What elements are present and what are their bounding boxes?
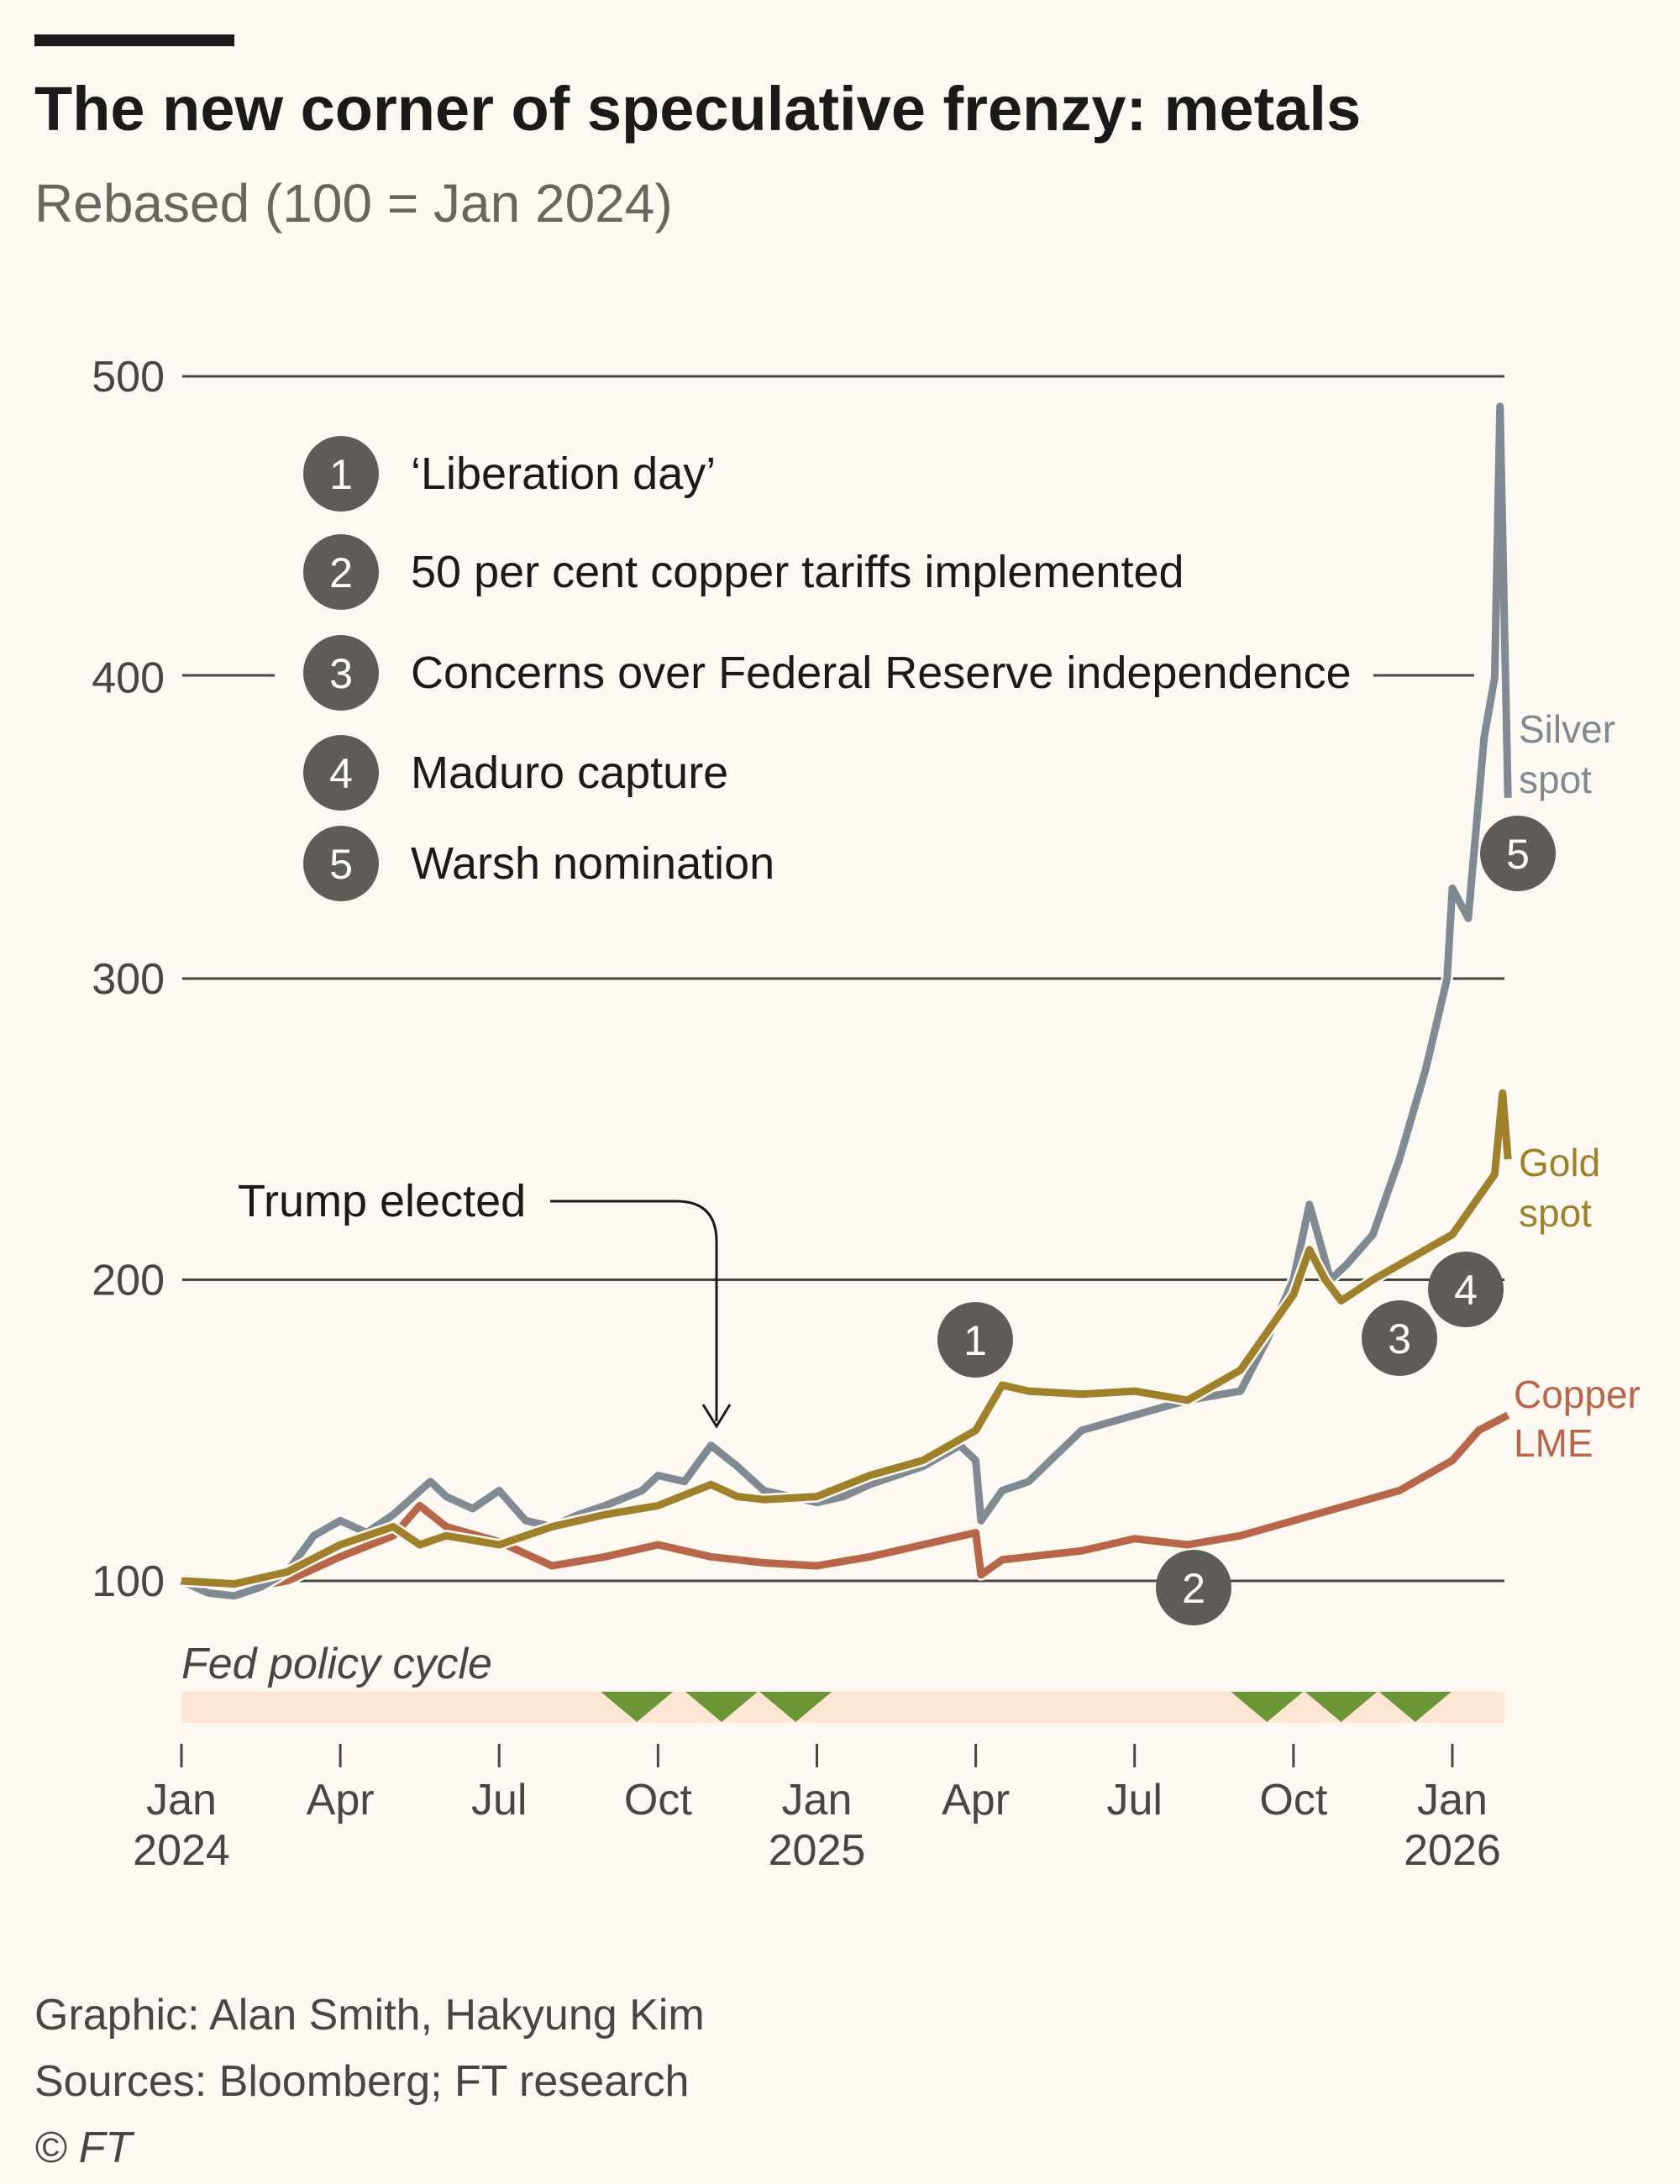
marker-circle <box>1156 1550 1231 1625</box>
fed-rate-cut-marker <box>1378 1692 1452 1722</box>
arrow-head-icon <box>701 1404 732 1429</box>
event-marker-3: 3 <box>1362 1300 1437 1376</box>
fed-rate-cut-marker <box>685 1692 759 1722</box>
series-line-gold-spot <box>181 1089 1512 1588</box>
marker-number: 5 <box>1506 831 1530 878</box>
legend-item-2: 2 50 per cent copper tariffs implemented <box>303 534 1184 610</box>
legend-item-3: 3 Concerns over Federal Reserve independe… <box>303 635 1352 711</box>
x-tick-year: 2025 <box>769 1826 866 1875</box>
title-bar-accent <box>34 34 234 46</box>
x-tick-year: 2024 <box>133 1826 230 1875</box>
y-tick-label: 500 <box>92 353 165 402</box>
annotation-legend: 1 ‘Liberation day’ 2 50 per cent copper ta… <box>303 436 1352 901</box>
x-tick-label: Jul <box>471 1776 527 1824</box>
y-tick-label: 200 <box>92 1257 165 1305</box>
x-tick-label: Apr <box>307 1776 375 1824</box>
y-axis-labels: 100 200 300 400 500 <box>92 353 165 1606</box>
fed-rate-cut-marker <box>1231 1692 1304 1722</box>
series-label-silver: Silver spot <box>1519 707 1615 801</box>
legend-text: Concerns over Federal Reserve independen… <box>411 648 1352 698</box>
series-line-copper-lme <box>181 1411 1510 1594</box>
fed-policy-label: Fed policy cycle <box>181 1640 492 1688</box>
marker-circle <box>303 436 379 512</box>
marker-circle <box>303 534 379 610</box>
event-marker-1: 1 <box>937 1302 1013 1378</box>
x-tick-label: Oct <box>624 1776 692 1824</box>
event-marker-2: 2 <box>1156 1550 1231 1625</box>
y-tick-label: 400 <box>92 654 165 703</box>
marker-number: 2 <box>1182 1565 1205 1612</box>
marker-circle <box>303 826 379 901</box>
legend-item-4: 4 Maduro capture <box>303 735 728 811</box>
series-label-copper: Copper LME <box>1514 1373 1641 1465</box>
legend-text: ‘Liberation day’ <box>411 449 716 499</box>
fed-policy-band <box>181 1692 1504 1723</box>
series-lines <box>179 400 1515 1602</box>
annotation-trump-elected: Trump elected <box>238 1176 526 1226</box>
marker-circle <box>937 1302 1013 1378</box>
x-tick-label: Apr <box>942 1776 1010 1824</box>
marker-number: 4 <box>329 750 353 797</box>
marker-circle <box>303 735 379 811</box>
marker-number: 5 <box>329 841 353 888</box>
marker-number: 1 <box>329 451 353 498</box>
x-tick-label: Jan <box>1417 1776 1488 1824</box>
chart-subtitle: Rebased (100 = Jan 2024) <box>34 173 673 234</box>
y-tick-label: 100 <box>92 1557 165 1606</box>
x-tick-label: Jan <box>782 1776 853 1824</box>
marker-circle <box>1480 816 1556 891</box>
marker-number: 3 <box>329 650 353 697</box>
footer-graphic-credit: Graphic: Alan Smith, Hakyung Kim <box>34 1991 705 2040</box>
marker-number: 4 <box>1454 1267 1478 1314</box>
series-label-gold: Gold spot <box>1519 1141 1600 1235</box>
legend-item-1: 1 ‘Liberation day’ <box>303 436 716 512</box>
marker-number: 2 <box>329 549 353 596</box>
y-tick-label: 300 <box>92 955 165 1004</box>
marker-circle <box>1428 1252 1504 1327</box>
chart-title: The new corner of speculative frenzy: me… <box>34 74 1361 144</box>
fed-rate-cut-marker <box>759 1692 832 1722</box>
chart-event-markers: 1 2 3 4 5 <box>937 816 1556 1625</box>
x-tick-label: Jul <box>1106 1776 1162 1824</box>
x-tick-label: Jan <box>146 1776 217 1824</box>
fed-rate-cut-marker <box>601 1692 674 1722</box>
legend-item-5: 5 Warsh nomination <box>303 826 774 901</box>
footer-sources: Sources: Bloomberg; FT research <box>34 2057 689 2106</box>
gridlines <box>182 375 1504 1583</box>
x-tick-label: Oct <box>1259 1776 1327 1824</box>
x-tick-year: 2026 <box>1404 1826 1501 1875</box>
marker-number: 1 <box>963 1317 987 1364</box>
event-marker-4: 4 <box>1428 1252 1504 1327</box>
fed-cuts <box>601 1692 1452 1722</box>
marker-circle <box>1362 1300 1437 1376</box>
legend-text: Maduro capture <box>411 748 728 798</box>
marker-circle <box>303 635 379 711</box>
footer-copyright: © FT <box>34 2124 135 2172</box>
series-line-silver-spot <box>180 402 1512 1600</box>
legend-text: Warsh nomination <box>411 838 774 889</box>
annotation-arrow <box>550 1200 718 1421</box>
fed-rate-cut-marker <box>1305 1692 1378 1722</box>
legend-text: 50 per cent copper tariffs implemented <box>411 547 1184 597</box>
marker-number: 3 <box>1388 1315 1411 1362</box>
event-marker-5: 5 <box>1480 816 1556 891</box>
